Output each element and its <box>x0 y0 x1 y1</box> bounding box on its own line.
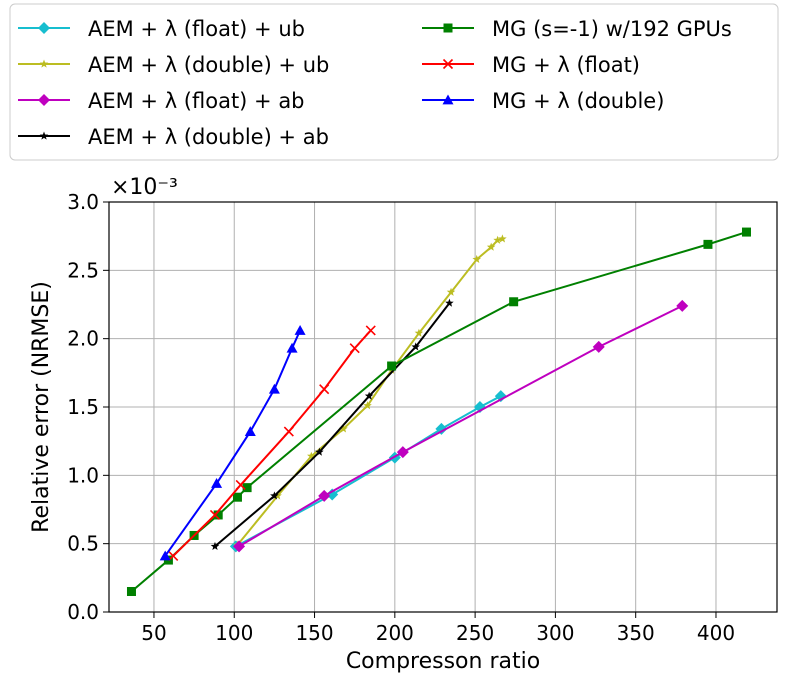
data-point <box>509 297 519 307</box>
legend-item: MG + λ (float) <box>422 53 640 77</box>
data-point <box>349 343 360 354</box>
data-point <box>159 550 171 561</box>
data-point <box>211 478 223 488</box>
legend-swatch-marker <box>39 59 49 68</box>
data-point <box>364 391 374 400</box>
legend-item: MG (s=-1) w/192 GPUs <box>422 17 732 41</box>
data-point <box>168 550 179 562</box>
legend-swatch-marker <box>39 131 49 140</box>
data-point <box>268 383 280 394</box>
data-point <box>493 235 502 244</box>
x-axis-label: Compresson ratio <box>346 649 540 674</box>
y-tick-label: 2.5 <box>67 258 99 282</box>
data-point <box>319 384 330 395</box>
x-tick-label: 350 <box>617 621 655 645</box>
data-point <box>326 488 339 501</box>
data-point <box>741 227 751 237</box>
data-point <box>435 422 448 435</box>
data-point <box>235 479 246 490</box>
data-point <box>339 424 348 433</box>
data-point <box>286 342 298 353</box>
data-point <box>363 401 372 410</box>
y-scale-label: ×10⁻³ <box>111 175 178 200</box>
legend-label: AEM + λ (float) + ub <box>88 17 305 41</box>
y-tick-label: 0.5 <box>67 532 99 556</box>
data-point <box>244 426 256 436</box>
data-point <box>242 483 252 493</box>
x-tick-label: 250 <box>456 621 494 645</box>
x-tick-label: 200 <box>376 621 414 645</box>
legend-item: AEM + λ (float) + ub <box>18 17 305 41</box>
legend-item: AEM + λ (double) + ab <box>18 125 329 149</box>
x-tick-label: 150 <box>295 621 333 645</box>
x-tick-label: 300 <box>536 621 574 645</box>
data-point <box>703 239 713 249</box>
y-tick-label: 2.0 <box>67 327 99 351</box>
legend-label: MG + λ (float) <box>492 53 640 77</box>
ticks: 50 100 150 200 250 300 350 400 0.0 0.5 1.0 1.5 2.0 2.… <box>67 190 735 645</box>
data-point <box>294 324 306 335</box>
series-3 <box>210 298 454 551</box>
grid <box>109 201 777 613</box>
x-tick-label: 50 <box>141 621 166 645</box>
data-point <box>307 451 316 460</box>
y-tick-label: 1.5 <box>67 395 99 419</box>
legend-swatch-marker <box>38 94 50 106</box>
series-layer <box>126 227 751 596</box>
data-point <box>486 242 496 251</box>
legend-item: MG + λ (double) <box>422 89 664 113</box>
legend-label: MG + λ (double) <box>492 89 664 113</box>
data-point <box>283 426 294 437</box>
data-point <box>396 446 409 459</box>
data-point <box>592 340 605 353</box>
data-point <box>494 390 507 403</box>
legend-box <box>9 3 779 161</box>
legend-swatch-marker <box>38 22 50 34</box>
series-5 <box>168 325 376 562</box>
data-point <box>387 361 397 371</box>
data-point <box>414 328 424 337</box>
series-line <box>130 231 747 593</box>
data-point <box>273 491 282 500</box>
data-point <box>315 447 324 456</box>
legend-label: AEM + λ (double) + ab <box>88 125 329 149</box>
data-point <box>233 540 246 553</box>
legend-label: AEM + λ (double) + ub <box>88 53 329 77</box>
series-line <box>172 329 372 557</box>
y-axis-label: Relative error (NRMSE) <box>29 281 54 533</box>
data-point <box>270 491 279 500</box>
series-line <box>238 304 683 548</box>
data-point <box>411 342 420 351</box>
legend-swatch-marker <box>443 23 453 33</box>
y-tick-label: 0.0 <box>67 600 99 624</box>
data-point <box>676 299 689 312</box>
legend-label: AEM + λ (float) + ab <box>88 89 305 113</box>
data-point <box>126 587 136 596</box>
series-2 <box>233 299 689 553</box>
legend-item: AEM + λ (double) + ub <box>18 53 329 77</box>
data-point <box>210 541 220 551</box>
data-point <box>213 510 223 520</box>
data-point <box>445 298 454 307</box>
series-6 <box>159 324 306 561</box>
legend-item: AEM + λ (float) + ab <box>18 89 305 113</box>
data-point <box>209 509 221 521</box>
data-point <box>472 254 481 264</box>
data-point <box>232 492 242 502</box>
x-tick-label: 400 <box>697 621 735 645</box>
legend-label: MG (s=-1) w/192 GPUs <box>492 17 732 41</box>
x-tick-label: 100 <box>215 621 253 645</box>
data-point <box>498 234 507 243</box>
y-tick-label: 1.0 <box>67 463 99 487</box>
data-point <box>446 287 456 296</box>
y-tick-label: 3.0 <box>67 190 99 214</box>
legend-swatch-marker <box>442 94 454 105</box>
data-point <box>318 489 331 502</box>
legend-swatch-marker <box>442 58 454 70</box>
data-point <box>365 325 376 336</box>
legend: AEM + λ (float) + ub AEM + λ (double) + u… <box>9 3 779 161</box>
series-line <box>214 302 451 548</box>
